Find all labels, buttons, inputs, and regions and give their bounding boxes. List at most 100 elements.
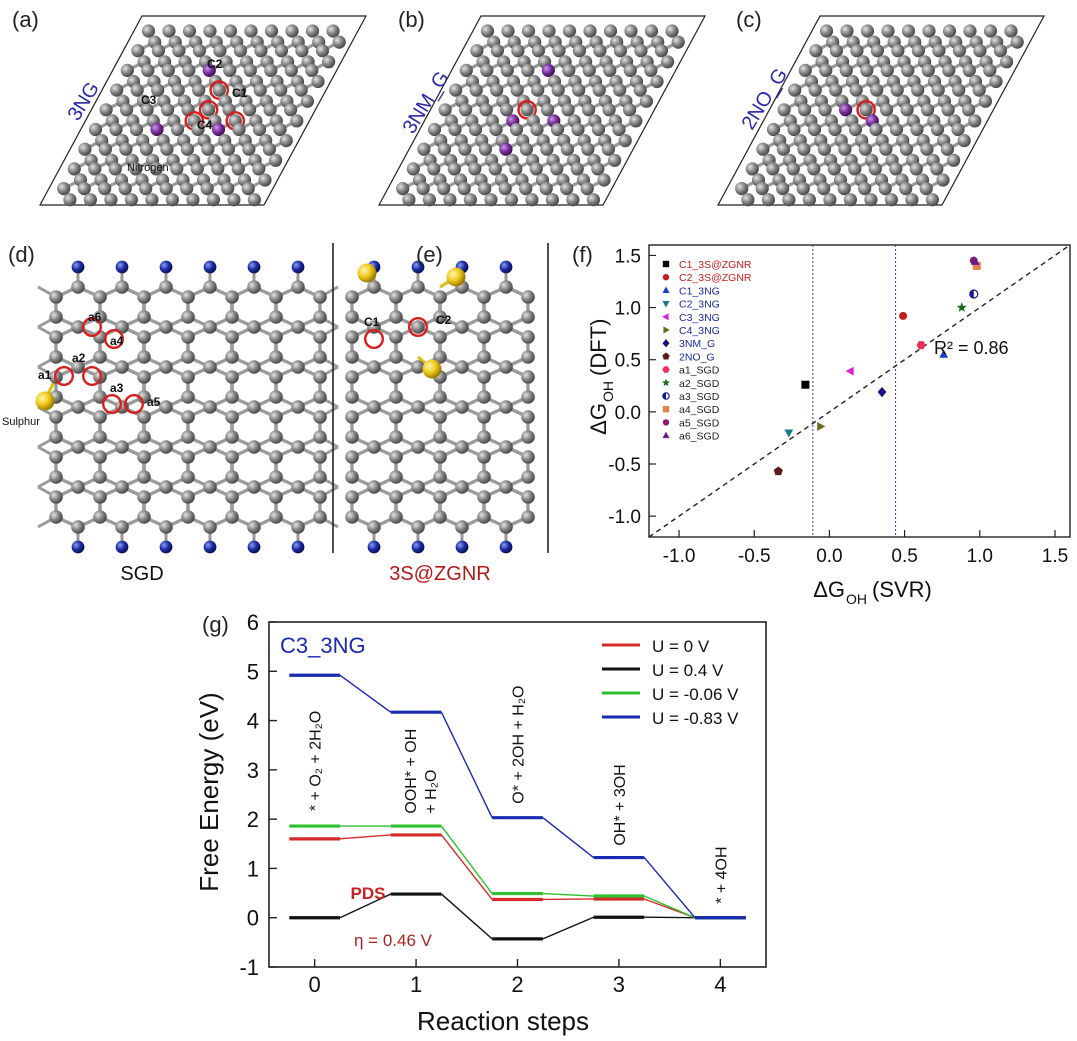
carbon-atom (203, 400, 217, 414)
carbon-atom (247, 360, 261, 374)
carbon-atom (93, 390, 107, 404)
carbon-atom (181, 430, 195, 444)
carbon-atom (745, 162, 759, 176)
scatter-fit-line (648, 244, 1071, 538)
carbon-atom (827, 162, 841, 176)
carbon-atom (433, 450, 447, 464)
energy-y-tick-label: 0 (247, 906, 259, 931)
carbon-atom (592, 83, 606, 97)
highlight-ring (103, 329, 124, 350)
carbon-atom (930, 162, 944, 176)
highlight-ring (517, 100, 537, 120)
carbon-atom (389, 330, 403, 344)
carbon-atom (313, 330, 327, 344)
carbon-atom (623, 103, 637, 117)
carbon-atom (200, 182, 214, 196)
carbon-atom (145, 193, 159, 207)
carbon-atom (521, 390, 535, 404)
carbon-atom (572, 83, 586, 97)
carbon-atom (305, 24, 320, 38)
carbon-atom (484, 193, 498, 207)
carbon-atom (149, 162, 163, 176)
carbon-atom (269, 290, 283, 304)
carbon-atom (477, 350, 491, 364)
carbon-atom (936, 173, 950, 187)
carbon-atom (137, 350, 151, 364)
panel-d-caption: SGD (120, 563, 163, 585)
carbon-atom (93, 490, 107, 504)
carbon-atom (521, 490, 535, 504)
carbon-atom (223, 63, 237, 77)
carbon-atom (884, 193, 899, 207)
carbon-atom (274, 83, 288, 97)
carbon-atom (159, 360, 173, 374)
carbon-atom (269, 370, 283, 384)
carbon-atom (99, 103, 113, 117)
carbon-atom (962, 103, 976, 117)
carbon-atom (562, 24, 577, 38)
carbon-atom (159, 520, 173, 534)
carbon-atom (521, 430, 535, 444)
hydrogen-atom (499, 540, 513, 554)
carbon-atom (925, 193, 940, 207)
carbon-atom (172, 44, 186, 58)
panel-a: (a) 3NG C2 C1 C3 C4 Nitrogen (12, 7, 368, 207)
carbon-atom (411, 520, 425, 534)
scatter-legend-marker (662, 392, 670, 400)
energy-connector (542, 817, 595, 859)
carbon-atom (192, 44, 206, 58)
carbon-atom (67, 162, 81, 176)
label-sulphur: Sulphur (2, 416, 40, 428)
carbon-atom (345, 510, 359, 524)
carbon-atom (243, 103, 257, 117)
scatter-point (972, 261, 981, 270)
carbon-atom (225, 470, 239, 484)
carbon-atom (417, 142, 431, 156)
carbon-atom (919, 182, 933, 196)
carbon-atom (313, 430, 327, 444)
scatter-legend-marker (662, 366, 670, 373)
carbon-atom (313, 310, 327, 324)
carbon-atom (463, 193, 477, 207)
carbon-atom (232, 122, 246, 137)
carbon-atom (241, 182, 255, 196)
energy-x-tick-label: 4 (714, 972, 726, 997)
carbon-atom (162, 24, 176, 38)
panel-a-frame (38, 15, 368, 206)
carbon-atom (181, 370, 195, 384)
carbon-atom (225, 330, 239, 344)
carbon-atom (159, 320, 173, 334)
carbon-atom (313, 470, 327, 484)
carbon-atom (433, 330, 447, 344)
carbon-atom (223, 24, 238, 38)
carbon-atom (510, 83, 524, 97)
carbon-atom (313, 490, 327, 504)
carbon-atom (313, 390, 327, 404)
carbon-atom (221, 182, 235, 196)
carbon-atom (531, 44, 546, 58)
carbon-atom (489, 122, 503, 137)
carbon-atom (499, 320, 513, 334)
carbon-atom (274, 44, 288, 58)
carbon-atom (766, 122, 781, 137)
carbon-atom (618, 134, 632, 148)
carbon-atom (181, 310, 195, 324)
carbon-atom (951, 122, 965, 137)
energy-y-tick-label: -1 (239, 955, 259, 980)
carbon-atom (159, 480, 173, 494)
carbon-atom (433, 490, 447, 504)
carbon-atom (591, 122, 606, 137)
carbon-atom (586, 193, 601, 207)
scatter-x-tick-label: 1.5 (1042, 546, 1068, 567)
carbon-atom (477, 510, 491, 524)
carbon-atom (367, 440, 381, 454)
carbon-atom (411, 440, 425, 454)
carbon-atom (253, 83, 267, 97)
carbon-atom (159, 400, 173, 414)
carbon-atom (180, 142, 194, 156)
nitrogen-atom (839, 103, 853, 117)
carbon-atom (181, 350, 195, 364)
carbon-atom (550, 162, 564, 176)
carbon-atom (427, 122, 442, 137)
